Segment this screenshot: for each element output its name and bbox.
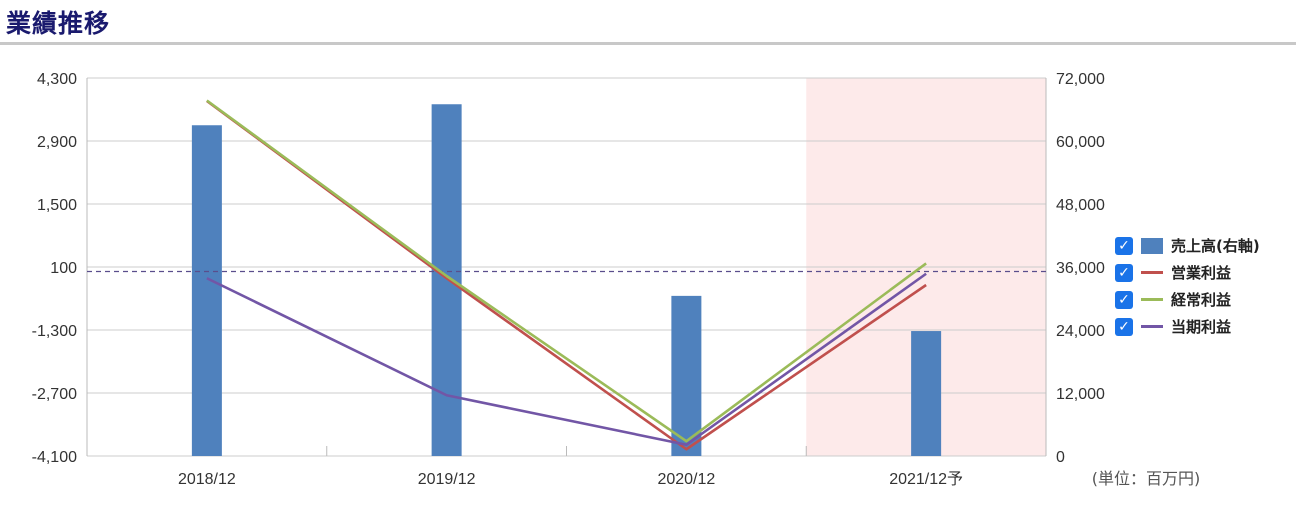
left-axis-tick: 1,500	[37, 197, 77, 214]
bar-revenue	[191, 125, 222, 456]
left-axis-tick: -1,300	[32, 323, 77, 340]
left-axis-tick: 4,300	[37, 71, 77, 88]
right-axis-tick: 24,000	[1056, 323, 1105, 340]
right-axis-tick: 60,000	[1056, 134, 1105, 151]
legend-checkbox[interactable]: ✓	[1115, 236, 1133, 255]
legend-checkbox[interactable]: ✓	[1115, 317, 1133, 336]
x-axis-tick: 2020/12	[657, 471, 715, 488]
left-axis-tick: 2,900	[37, 134, 77, 151]
left-axis-tick: -2,700	[32, 386, 77, 403]
right-axis-tick: 36,000	[1056, 260, 1105, 277]
legend-label: 営業利益	[1171, 264, 1232, 282]
page-title: 業績推移	[6, 9, 111, 38]
chart-legend: ✓ 売上高(右軸) ✓ 営業利益 ✓ 経常利益 ✓ 当期利益	[1115, 232, 1260, 340]
legend-checkbox[interactable]: ✓	[1115, 263, 1133, 282]
legend-item[interactable]: ✓ 売上高(右軸)	[1115, 232, 1260, 259]
right-axis-tick: 72,000	[1056, 71, 1105, 88]
right-axis-tick: 48,000	[1056, 197, 1105, 214]
right-axis-tick: 12,000	[1056, 386, 1105, 403]
legend-swatch	[1141, 271, 1163, 274]
legend-item[interactable]: ✓ 経常利益	[1115, 286, 1260, 313]
legend-label: 経常利益	[1171, 291, 1232, 309]
legend-item[interactable]: ✓ 営業利益	[1115, 259, 1260, 286]
legend-label: 売上高(右軸)	[1171, 237, 1260, 255]
legend-item[interactable]: ✓ 当期利益	[1115, 313, 1260, 340]
x-axis-tick: 2021/12予	[889, 470, 963, 488]
x-axis-tick: 2019/12	[418, 471, 476, 488]
right-axis-tick: 0	[1056, 449, 1065, 466]
legend-swatch	[1141, 325, 1163, 328]
x-axis-tick: 2018/12	[178, 471, 236, 488]
legend-checkbox[interactable]: ✓	[1115, 290, 1133, 309]
bar-revenue	[671, 295, 702, 456]
unit-note: (単位：百万円)	[1092, 469, 1201, 488]
line-net-profit	[206, 272, 927, 447]
legend-swatch	[1141, 237, 1163, 254]
legend-swatch	[1141, 298, 1163, 301]
line-ordinary-profit	[206, 99, 927, 443]
bar-revenue	[911, 331, 942, 456]
title-divider	[0, 42, 1296, 45]
legend-label: 当期利益	[1171, 318, 1232, 336]
left-axis-tick: 100	[50, 260, 77, 277]
left-axis-tick: -4,100	[32, 449, 77, 466]
bar-revenue	[431, 104, 462, 456]
